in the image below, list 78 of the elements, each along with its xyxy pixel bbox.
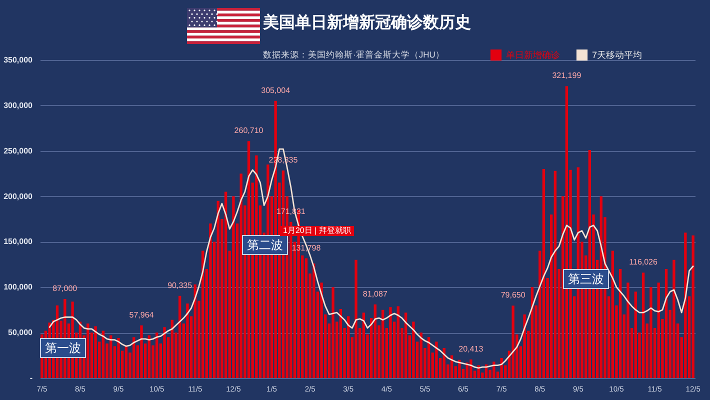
bar <box>618 268 622 378</box>
bar <box>374 304 376 378</box>
data-label: 87,000 <box>52 284 78 293</box>
bar <box>94 326 97 378</box>
bar <box>404 312 408 378</box>
bar <box>458 360 461 378</box>
bar <box>626 282 630 378</box>
bar <box>332 287 334 378</box>
bar <box>512 306 514 378</box>
bar <box>362 312 366 378</box>
bar <box>664 268 668 378</box>
data-label: 79,650 <box>500 290 526 300</box>
bar <box>339 308 342 378</box>
bar <box>684 232 687 378</box>
bar <box>420 332 422 378</box>
bar <box>304 258 308 378</box>
bar <box>554 170 557 378</box>
bar <box>435 342 438 378</box>
bar <box>412 322 415 378</box>
data-label: 57,964 <box>129 310 154 320</box>
bar <box>634 292 637 378</box>
bar <box>170 320 174 378</box>
bar <box>470 359 472 378</box>
data-label: 116,026 <box>629 258 658 267</box>
y-tick-label: 150,000 <box>4 237 34 246</box>
legend-label: 7天移动平均 <box>592 50 642 60</box>
y-tick-label: 300,000 <box>4 100 34 110</box>
bar <box>320 282 323 378</box>
bar <box>354 260 358 378</box>
legend-label: 单日新增确诊 <box>506 50 560 60</box>
bar <box>240 174 242 378</box>
data-label: 20,413 <box>458 344 484 354</box>
bar <box>186 303 189 378</box>
bar <box>523 314 526 378</box>
bar <box>148 335 151 378</box>
bar <box>650 287 652 378</box>
data-label: 321,199 <box>552 71 582 80</box>
bar <box>209 224 212 378</box>
y-tick-label: 50,000 <box>8 328 34 338</box>
bar <box>216 200 220 378</box>
annotation: 第二波 <box>242 235 288 255</box>
bar <box>500 358 503 378</box>
y-tick-label: 100,000 <box>4 282 34 292</box>
bar <box>347 316 350 378</box>
bar <box>672 260 676 378</box>
bar <box>117 338 120 378</box>
data-label: 260,710 <box>234 126 264 136</box>
data-label: 90,335 <box>168 280 193 290</box>
bar <box>140 325 143 378</box>
bar <box>657 282 660 378</box>
bar <box>224 192 228 378</box>
bar <box>86 323 90 378</box>
bar <box>692 235 694 378</box>
y-tick-label: 250,000 <box>4 146 34 156</box>
chart-subtitle: 数据来源：美国约翰斯·霍普金斯大学（JHU） <box>263 50 444 60</box>
annotation: 第三波 <box>563 269 609 289</box>
bar <box>396 306 400 378</box>
bar <box>389 307 392 378</box>
data-label: 305,004 <box>261 86 291 95</box>
bar <box>178 296 182 378</box>
bar <box>312 264 316 378</box>
bar <box>642 272 645 378</box>
annotation: 1月20日 | 拜登就职 <box>280 226 354 236</box>
bar <box>155 332 158 378</box>
bar <box>381 310 384 378</box>
bar <box>542 169 546 378</box>
bar <box>611 250 614 378</box>
y-tick-label: 350,000 <box>4 56 34 64</box>
bar <box>427 337 430 378</box>
bar <box>232 196 235 378</box>
data-label: 81,087 <box>362 289 388 298</box>
bar <box>163 327 166 378</box>
annotation: 第一波 <box>40 338 86 358</box>
bar <box>110 335 112 378</box>
chart-title: 美国单日新增新冠确诊数历史 <box>262 12 471 32</box>
y-tick-label: 200,000 <box>4 192 34 201</box>
y-tick-label: - <box>30 374 33 382</box>
bar <box>132 337 136 378</box>
